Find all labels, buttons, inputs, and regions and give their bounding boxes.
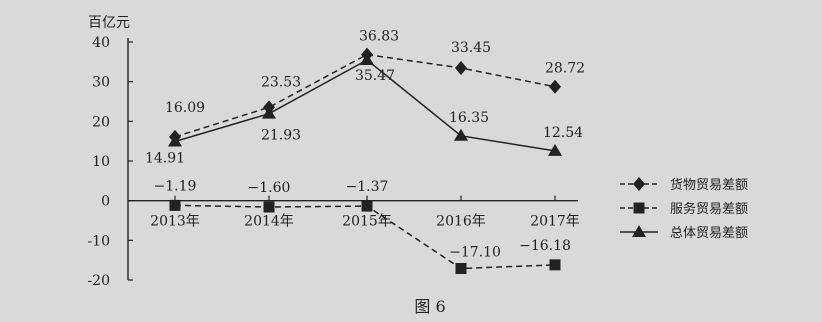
y-tick-label: 20 — [92, 114, 110, 130]
series-3-point — [262, 106, 276, 119]
series-3-point — [454, 128, 468, 141]
series-1-point — [455, 60, 467, 75]
data-label: 12.54 — [543, 125, 583, 141]
series-2-point — [455, 262, 467, 274]
figure-caption: 图 6 — [414, 297, 445, 316]
data-label: 21.93 — [261, 128, 301, 144]
series-1-point — [549, 79, 561, 94]
legend-marker — [632, 225, 646, 237]
series-2-point — [263, 201, 275, 213]
x-tick-label: 2014年 — [244, 214, 294, 230]
y-tick-label: 30 — [92, 75, 110, 91]
series-2-point — [361, 200, 373, 212]
legend-marker — [633, 177, 645, 191]
series-2-point — [549, 259, 561, 271]
series-3-point — [168, 134, 182, 147]
axes: 40 30 20 10 0 -10 -20 2013年 2014年 2015年 2016年 2017年 — [87, 35, 579, 289]
series-3-point — [360, 52, 374, 65]
y-tick-label: -10 — [87, 233, 110, 249]
data-label: 16.09 — [165, 100, 205, 116]
data-label: 36.83 — [359, 29, 399, 45]
data-label: 23.53 — [261, 74, 301, 90]
data-label: 35.47 — [355, 68, 395, 84]
legend-label: 服务贸易差额 — [670, 201, 748, 217]
x-tick-label: 2016年 — [436, 214, 486, 230]
data-label: 28.72 — [545, 61, 585, 77]
data-label: −1.37 — [346, 179, 389, 195]
x-tick-label: 2017年 — [530, 214, 580, 230]
legend-label: 货物贸易差额 — [670, 177, 748, 193]
y-tick-label: -20 — [87, 273, 110, 289]
y-axis-unit-label: 百亿元 — [88, 15, 130, 31]
data-label: 33.45 — [451, 40, 491, 56]
series-line-1 — [174, 53, 556, 138]
x-tick-label: 2015年 — [342, 214, 392, 230]
legend-marker — [633, 202, 645, 214]
data-label: −17.10 — [449, 244, 501, 260]
data-label: −1.19 — [154, 178, 197, 194]
data-label: 14.91 — [145, 151, 185, 167]
y-tick-label: 10 — [92, 154, 110, 170]
data-label: −16.18 — [519, 238, 571, 254]
data-labels: 16.09 23.53 36.83 33.45 28.72 −1.19 −1.60 −1.37… — [145, 29, 585, 261]
series-3-point — [548, 143, 562, 156]
x-tick-label: 2013年 — [150, 214, 200, 230]
data-label: 16.35 — [449, 110, 489, 126]
data-label: −1.60 — [248, 180, 291, 196]
legend-label: 总体贸易差额 — [670, 226, 748, 241]
y-tick-label: 40 — [92, 35, 110, 51]
y-tick-label: 0 — [101, 194, 110, 210]
series-layer — [168, 47, 562, 274]
series-2-point — [169, 199, 181, 211]
